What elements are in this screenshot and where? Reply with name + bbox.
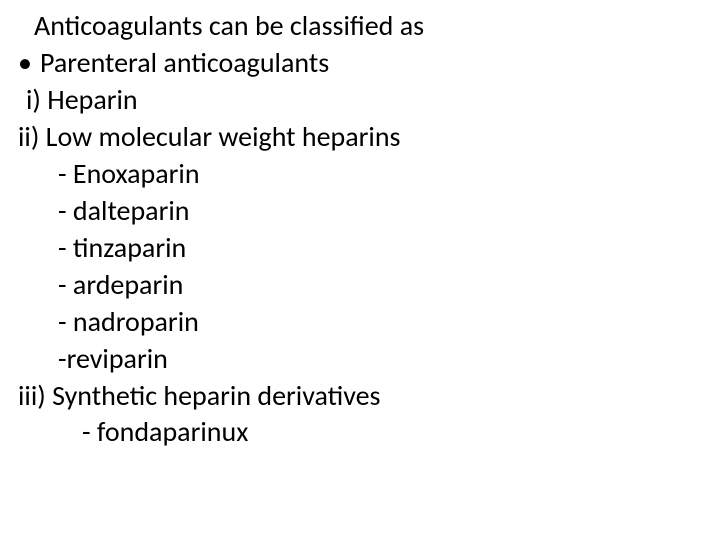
- dash-tinzaparin: - tinzaparin: [0, 230, 720, 267]
- dash-ardeparin: - ardeparin: [0, 267, 720, 304]
- roman-iii-synthetic: iii) Synthetic heparin derivatives: [0, 378, 720, 415]
- bullet-dot-icon: •: [18, 45, 40, 82]
- dash-reviparin: -reviparin: [0, 341, 720, 378]
- intro-line: Anticoagulants can be classified as: [0, 8, 720, 45]
- dash-enoxaparin: - Enoxaparin: [0, 156, 720, 193]
- bullet-parenteral: •Parenteral anticoagulants: [0, 45, 720, 82]
- roman-i-heparin: i) Heparin: [0, 82, 720, 119]
- slide-body: Anticoagulants can be classified as •Par…: [0, 8, 720, 451]
- bullet-parenteral-label: Parenteral anticoagulants: [40, 45, 329, 80]
- dash-dalteparin: - dalteparin: [0, 193, 720, 230]
- roman-ii-lmwh: ii) Low molecular weight heparins: [0, 119, 720, 156]
- dash-fondaparinux: - fondaparinux: [0, 414, 720, 451]
- dash-nadroparin: - nadroparin: [0, 304, 720, 341]
